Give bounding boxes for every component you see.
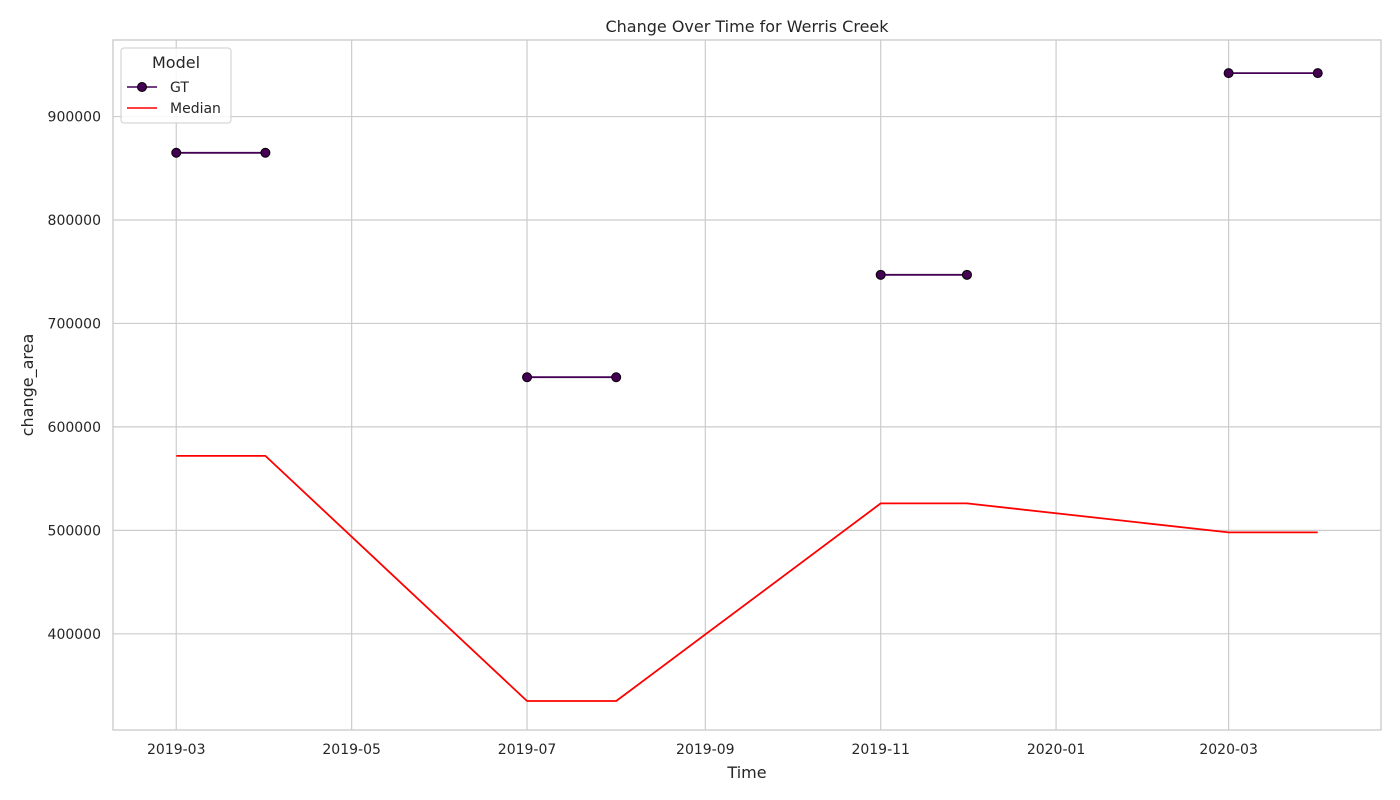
y-axis-label: change_area xyxy=(18,334,38,437)
legend-box xyxy=(120,47,232,124)
data-point-gt xyxy=(875,269,886,280)
legend-label-gt: GT xyxy=(170,80,189,96)
data-point-gt xyxy=(961,269,972,280)
data-point-gt xyxy=(522,372,533,383)
legend-marker-gt xyxy=(137,82,147,92)
x-tick-label: 2020-03 xyxy=(1199,742,1258,758)
series-line-median xyxy=(176,454,1318,702)
x-tick-label: 2019-05 xyxy=(322,742,381,758)
y-tick-label: 600000 xyxy=(48,420,101,436)
y-tick-label: 800000 xyxy=(48,213,101,229)
x-axis-label: Time xyxy=(726,763,766,782)
x-tick-label: 2019-07 xyxy=(498,742,557,758)
data-point-gt xyxy=(1223,68,1234,79)
y-tick-label: 400000 xyxy=(48,627,101,643)
data-point-gt xyxy=(611,372,622,383)
legend: Model GT Median xyxy=(120,47,232,124)
x-tick-label: 2019-11 xyxy=(851,742,910,758)
chart-title: Change Over Time for Werris Creek xyxy=(605,17,889,36)
legend-label-median: Median xyxy=(170,101,221,117)
x-tick-label: 2019-09 xyxy=(676,742,735,758)
plot-frame xyxy=(112,39,1382,731)
y-tick-label: 500000 xyxy=(48,523,101,539)
data-point-gt xyxy=(260,147,271,158)
x-tick-label: 2019-03 xyxy=(147,742,206,758)
y-tick-label: 900000 xyxy=(48,110,101,126)
plot-series xyxy=(171,68,1323,702)
tick-labels: 2019-03 2019-05 2019-07 2019-09 2019-11 2020-… xyxy=(48,110,1258,758)
grid xyxy=(113,40,1381,730)
legend-title: Model xyxy=(152,53,200,72)
data-point-gt xyxy=(171,147,182,158)
data-point-gt xyxy=(1312,68,1323,79)
x-tick-label: 2020-01 xyxy=(1027,742,1086,758)
y-tick-label: 700000 xyxy=(48,316,101,332)
